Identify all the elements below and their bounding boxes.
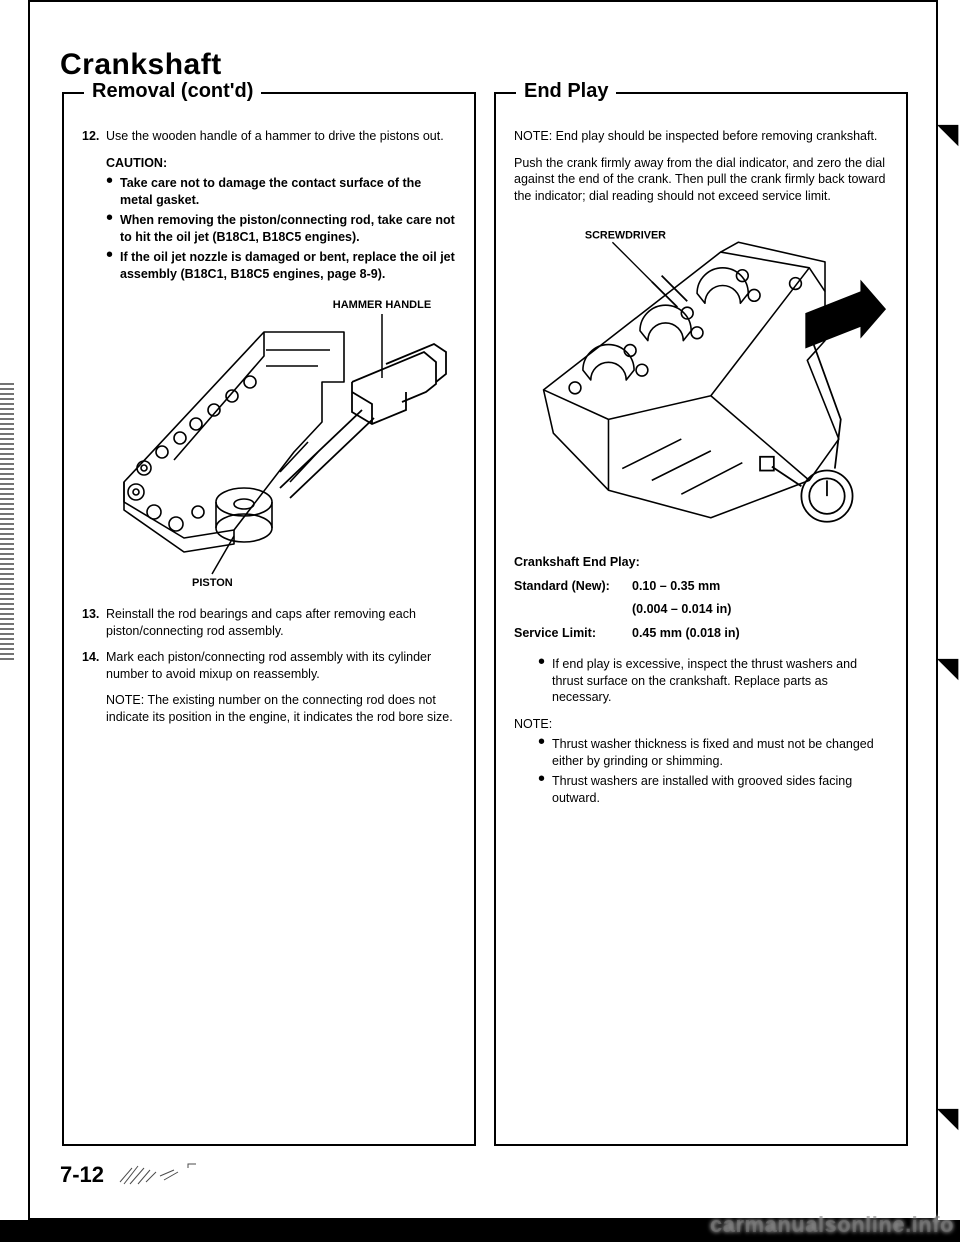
column-endplay: End Play NOTE: End play should be inspec… — [494, 92, 908, 1146]
step-14-note: NOTE: The existing number on the connect… — [106, 692, 456, 725]
caution-item: • When removing the piston/connecting ro… — [106, 212, 456, 245]
caution-item: • Take care not to damage the contact su… — [106, 175, 456, 208]
bullet-icon: • — [538, 736, 552, 769]
hammer-handle — [280, 344, 446, 498]
figure-piston-hammer-svg: HAMMER HANDLE — [84, 292, 454, 592]
spec-standard-value: 0.10 – 0.35 mm — [632, 579, 720, 593]
caution-text: When removing the piston/connecting rod,… — [120, 212, 456, 245]
watermark: carmanualsonline.info — [710, 1212, 954, 1238]
bullet-icon: • — [106, 212, 120, 245]
endplay-note-top: NOTE: End play should be inspected befor… — [514, 128, 888, 145]
notes-list: • Thrust washer thickness is fixed and m… — [538, 736, 888, 806]
scan-edge — [0, 0, 26, 1220]
excess-note-text: If end play is excessive, inspect the th… — [552, 656, 888, 706]
bullet-icon: • — [538, 656, 552, 706]
spec-limit-value: 0.45 mm (0.018 in) — [632, 626, 740, 640]
note-item: • Thrust washer thickness is fixed and m… — [538, 736, 888, 769]
page-number-deco-icon — [118, 1162, 208, 1188]
caution-label: CAUTION: — [106, 155, 456, 172]
spec-limit: Service Limit:0.45 mm (0.018 in) — [514, 625, 888, 643]
spec-standard: Standard (New):0.10 – 0.35 mm — [514, 578, 888, 596]
column-removal-content: 12. Use the wooden handle of a hammer to… — [64, 94, 474, 741]
heading-removal: Removal (cont'd) — [84, 80, 261, 103]
bullet-icon: • — [106, 249, 120, 282]
caution-text: If the oil jet nozzle is damaged or bent… — [120, 249, 456, 282]
step-12: 12. Use the wooden handle of a hammer to… — [82, 128, 456, 145]
column-endplay-content: NOTE: End play should be inspected befor… — [496, 94, 906, 828]
figure-crankcase-svg: SCREWDRIVER — [514, 220, 888, 540]
note-text: Thrust washers are installed with groove… — [552, 773, 888, 806]
page-frame: Crankshaft Removal (cont'd) 12. Use the … — [28, 0, 938, 1220]
scan-mark-icon: ◥ — [938, 118, 958, 149]
page-number-text: 7-12 — [60, 1162, 104, 1188]
step-12-num: 12. — [82, 128, 106, 145]
scan-mark-icon: ◥ — [938, 652, 958, 683]
step-14-text: Mark each piston/connecting rod assembly… — [106, 649, 456, 682]
engine-block-outline — [124, 332, 344, 552]
heading-removal-text: Removal (cont'd) — [92, 80, 253, 102]
caution-text: Take care not to damage the contact surf… — [120, 175, 456, 208]
step-13-num: 13. — [82, 606, 106, 639]
dial-indicator — [760, 327, 853, 522]
step-14: 14. Mark each piston/connecting rod asse… — [82, 649, 456, 682]
heading-endplay: End Play — [516, 80, 616, 103]
step-13-text: Reinstall the rod bearings and caps afte… — [106, 606, 456, 639]
bullet-icon: • — [106, 175, 120, 208]
note-text: Thrust washer thickness is fixed and mus… — [552, 736, 888, 769]
spec-standard-in: (0.004 – 0.014 in) — [514, 601, 888, 619]
notes-label: NOTE: — [514, 716, 888, 733]
page-number: 7-12 — [60, 1162, 208, 1188]
caution-list: • Take care not to damage the contact su… — [106, 175, 456, 282]
spec-standard-label: Standard (New): — [514, 578, 632, 596]
spec-standard-in-value: (0.004 – 0.014 in) — [632, 602, 731, 616]
column-removal: Removal (cont'd) 12. Use the wooden hand… — [62, 92, 476, 1146]
spec-title: Crankshaft End Play: — [514, 554, 888, 572]
step-14-num: 14. — [82, 649, 106, 682]
fig-label-piston: PISTON — [192, 577, 233, 589]
fig-label-screwdriver: SCREWDRIVER — [585, 229, 666, 241]
step-12-text: Use the wooden handle of a hammer to dri… — [106, 128, 444, 145]
excess-note-row: • If end play is excessive, inspect the … — [538, 656, 888, 706]
figure-crankcase: SCREWDRIVER — [514, 220, 888, 540]
bullet-icon: • — [538, 773, 552, 806]
direction-arrow-icon — [805, 280, 886, 349]
figure-piston-hammer: HAMMER HANDLE — [82, 292, 456, 592]
crankcase-outline — [544, 242, 839, 518]
spec-limit-label: Service Limit: — [514, 625, 632, 643]
endplay-instruction: Push the crank firmly away from the dial… — [514, 155, 888, 205]
page-title: Crankshaft — [60, 48, 222, 82]
fig-label-hammer: HAMMER HANDLE — [333, 299, 431, 311]
scan-binding-pattern — [0, 380, 14, 660]
step-13: 13. Reinstall the rod bearings and caps … — [82, 606, 456, 639]
heading-endplay-text: End Play — [524, 80, 608, 102]
caution-item: • If the oil jet nozzle is damaged or be… — [106, 249, 456, 282]
scan-mark-icon: ◥ — [938, 1102, 958, 1133]
excess-note: • If end play is excessive, inspect the … — [538, 656, 888, 706]
note-item: • Thrust washers are installed with groo… — [538, 773, 888, 806]
